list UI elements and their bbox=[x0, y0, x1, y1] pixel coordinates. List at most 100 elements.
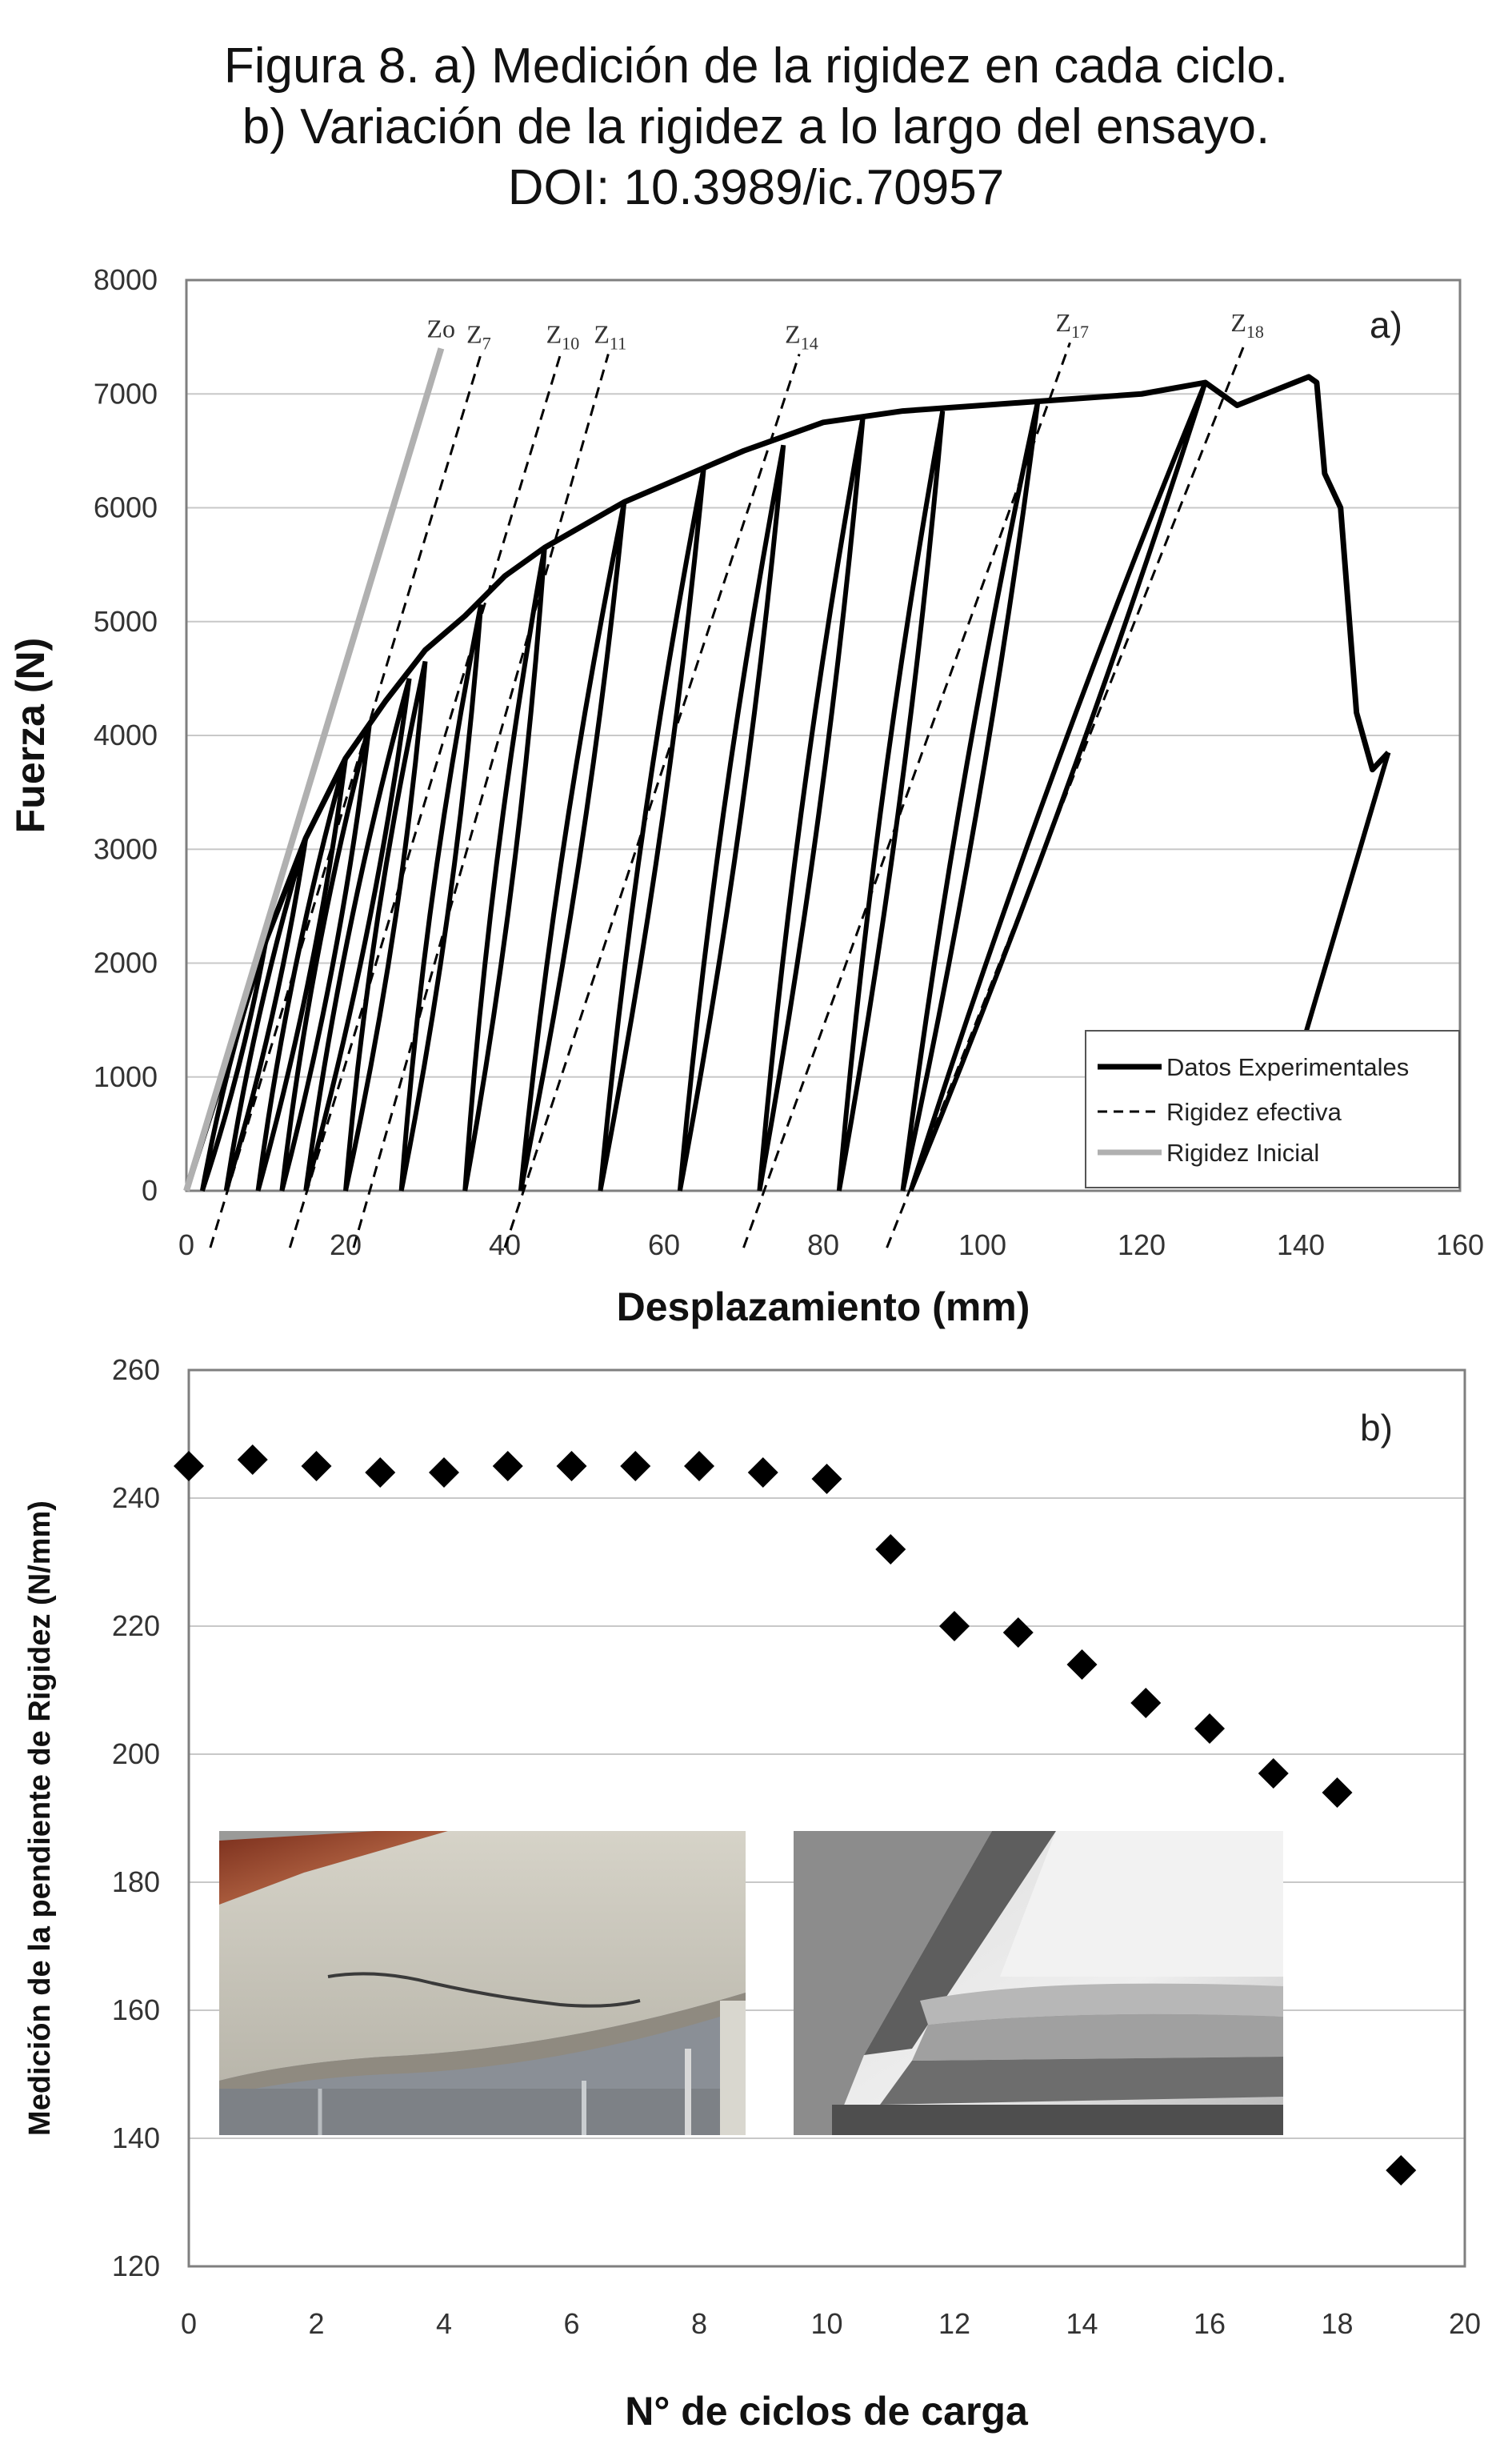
chart-b-x-tick-label: 14 bbox=[1066, 2307, 1098, 2340]
series-unload-reload-loop bbox=[199, 940, 269, 1192]
chart-b-x-tick-label: 4 bbox=[436, 2307, 452, 2340]
legend-label-rigidez-inicial: Rigidez Inicial bbox=[1166, 1139, 1319, 1167]
caption-line-3: DOI: 10.3989/ic.70957 bbox=[507, 160, 1005, 215]
chart-a-y-tick-label: 8000 bbox=[94, 263, 158, 296]
data-point-diamond bbox=[556, 1451, 587, 1481]
stiffness-line-label: Z7 bbox=[466, 319, 491, 353]
chart-b-tick-labels: 120 140 160 180 200 220 240 260 0 2 4 6 8 10 12 14 16 18 2… bbox=[112, 1353, 1481, 2340]
chart-a-y-tick-label: 4000 bbox=[94, 719, 158, 751]
data-point-diamond bbox=[875, 1534, 906, 1565]
figure-caption: Figura 8. a) Medición de la rigidez en c… bbox=[0, 36, 1512, 218]
series-unload-reload-loop bbox=[303, 678, 412, 1192]
chart-b-x-tick-label: 0 bbox=[181, 2307, 197, 2340]
caption-line-1: Figura 8. a) Medición de la rigidez en c… bbox=[223, 38, 1289, 94]
stiffness-line-label: Z11 bbox=[594, 319, 626, 353]
rigidez-efectiva-line bbox=[742, 342, 1071, 1248]
data-point-diamond bbox=[747, 1457, 778, 1488]
chart-a-x-tick-label: 120 bbox=[1118, 1228, 1166, 1261]
rigidez-inicial-line bbox=[183, 347, 445, 1192]
chart-a-legend: Datos Experimentales Rigidez efectiva Ri… bbox=[1085, 1030, 1460, 1188]
chart-a-x-tick-label: 100 bbox=[958, 1228, 1006, 1261]
stiffness-line-label: Zo bbox=[426, 314, 455, 343]
series-unload-reload-loop bbox=[518, 501, 627, 1192]
data-point-diamond bbox=[1130, 1688, 1162, 1718]
series-datos-experimentales-envelope bbox=[183, 374, 1391, 1192]
chart-b-y-axis-title: Medición de la pendiente de Rigidez (N/m… bbox=[23, 1500, 57, 2136]
series-unload-reload-loop bbox=[836, 411, 946, 1192]
stiffness-line-label: Z14 bbox=[785, 319, 818, 353]
chart-a-panel-label: a) bbox=[1370, 304, 1402, 346]
stiffness-line-label: Z17 bbox=[1055, 308, 1089, 342]
data-point-diamond bbox=[1258, 1758, 1289, 1789]
data-point-diamond bbox=[174, 1451, 204, 1481]
data-point-diamond bbox=[429, 1457, 459, 1488]
series-unload-reload-loop bbox=[398, 603, 484, 1192]
data-point-diamond bbox=[1322, 1777, 1353, 1808]
chart-b-y-tick-label: 220 bbox=[112, 1609, 160, 1642]
rigidez-efectiva-line bbox=[886, 342, 1246, 1248]
data-point-diamond bbox=[237, 1444, 268, 1475]
series-unload-reload-loop bbox=[598, 467, 706, 1192]
chart-a-series bbox=[183, 374, 1391, 1192]
chart-b-x-tick-label: 20 bbox=[1449, 2307, 1481, 2340]
data-point-diamond bbox=[365, 1457, 396, 1488]
chart-b: 120 140 160 180 200 220 240 260 0 2 4 6 8 10 12 14 16 18 2… bbox=[23, 1353, 1481, 2434]
chart-b-x-tick-label: 8 bbox=[691, 2307, 707, 2340]
chart-b-y-tick-label: 140 bbox=[112, 2121, 160, 2154]
chart-b-y-tick-label: 200 bbox=[112, 1737, 160, 1770]
chart-b-y-tick-label: 160 bbox=[112, 1993, 160, 2026]
chart-a-y-tick-label: 3000 bbox=[94, 832, 158, 865]
rigidez-efectiva-line bbox=[503, 353, 801, 1248]
data-point-diamond bbox=[1066, 1649, 1098, 1680]
stiffness-line-label: Z18 bbox=[1230, 308, 1264, 342]
chart-a-x-tick-label: 60 bbox=[648, 1228, 680, 1261]
chart-a-x-axis-title: Desplazamiento (mm) bbox=[617, 1284, 1030, 1329]
chart-a-x-tick-label: 80 bbox=[807, 1228, 839, 1261]
chart-b-x-tick-label: 12 bbox=[938, 2307, 970, 2340]
series-unload-reload-loop bbox=[343, 660, 428, 1192]
chart-a-y-tick-label: 6000 bbox=[94, 491, 158, 524]
series-unload-reload-loop bbox=[908, 381, 1208, 1192]
chart-a-x-tick-label: 0 bbox=[178, 1228, 194, 1261]
rigidez-efectiva-line bbox=[209, 354, 482, 1248]
series-unload-reload-loop bbox=[279, 723, 372, 1192]
legend-label-datos: Datos Experimentales bbox=[1166, 1053, 1409, 1081]
rigidez-efectiva-line bbox=[288, 354, 562, 1248]
chart-b-data-points bbox=[174, 1444, 1417, 2186]
data-point-diamond bbox=[492, 1451, 523, 1481]
data-point-diamond bbox=[620, 1451, 651, 1481]
data-point-diamond bbox=[811, 1464, 842, 1494]
data-point-diamond bbox=[939, 1611, 970, 1641]
legend-box bbox=[1085, 1030, 1460, 1188]
chart-b-x-tick-label: 18 bbox=[1321, 2307, 1353, 2340]
chart-a-y-tick-label: 1000 bbox=[94, 1060, 158, 1093]
chart-b-x-tick-label: 16 bbox=[1194, 2307, 1226, 2340]
chart-b-panel-label: b) bbox=[1360, 1407, 1393, 1448]
series-unload-reload-loop bbox=[462, 547, 547, 1192]
chart-b-plot-frame bbox=[187, 1368, 1466, 2268]
series-unload-reload-loop bbox=[255, 757, 348, 1192]
chart-b-x-tick-label: 10 bbox=[810, 2307, 842, 2340]
chart-b-y-tick-label: 120 bbox=[112, 2250, 160, 2282]
chart-b-x-axis-title: N° de ciclos de carga bbox=[625, 2389, 1029, 2434]
chart-a-stiffness-lines: Zo Z7 Z10 Z11 Z14 Z17 Z18 bbox=[183, 308, 1264, 1248]
chart-a-x-tick-label: 20 bbox=[330, 1228, 362, 1261]
data-point-diamond bbox=[301, 1451, 332, 1481]
rigidez-efectiva-line bbox=[352, 354, 610, 1248]
stiffness-line-label: Z10 bbox=[546, 319, 580, 353]
chart-b-x-tick-label: 6 bbox=[563, 2307, 579, 2340]
chart-a-y-tick-label: 5000 bbox=[94, 605, 158, 638]
data-point-diamond bbox=[1002, 1617, 1034, 1648]
chart-a-x-tick-label: 160 bbox=[1436, 1228, 1484, 1261]
chart-a-y-tick-label: 7000 bbox=[94, 377, 158, 410]
chart-b-y-tick-label: 260 bbox=[112, 1353, 160, 1386]
chart-b-x-tick-label: 2 bbox=[308, 2307, 324, 2340]
caption-line-2: b) Variación de la rigidez a lo largo de… bbox=[242, 99, 1270, 154]
delamination-photo bbox=[794, 1831, 1283, 2135]
series-unload-reload-loop bbox=[677, 444, 786, 1192]
chart-a-y-tick-label: 0 bbox=[142, 1174, 158, 1207]
chart-a-plot-frame bbox=[185, 278, 1462, 1192]
